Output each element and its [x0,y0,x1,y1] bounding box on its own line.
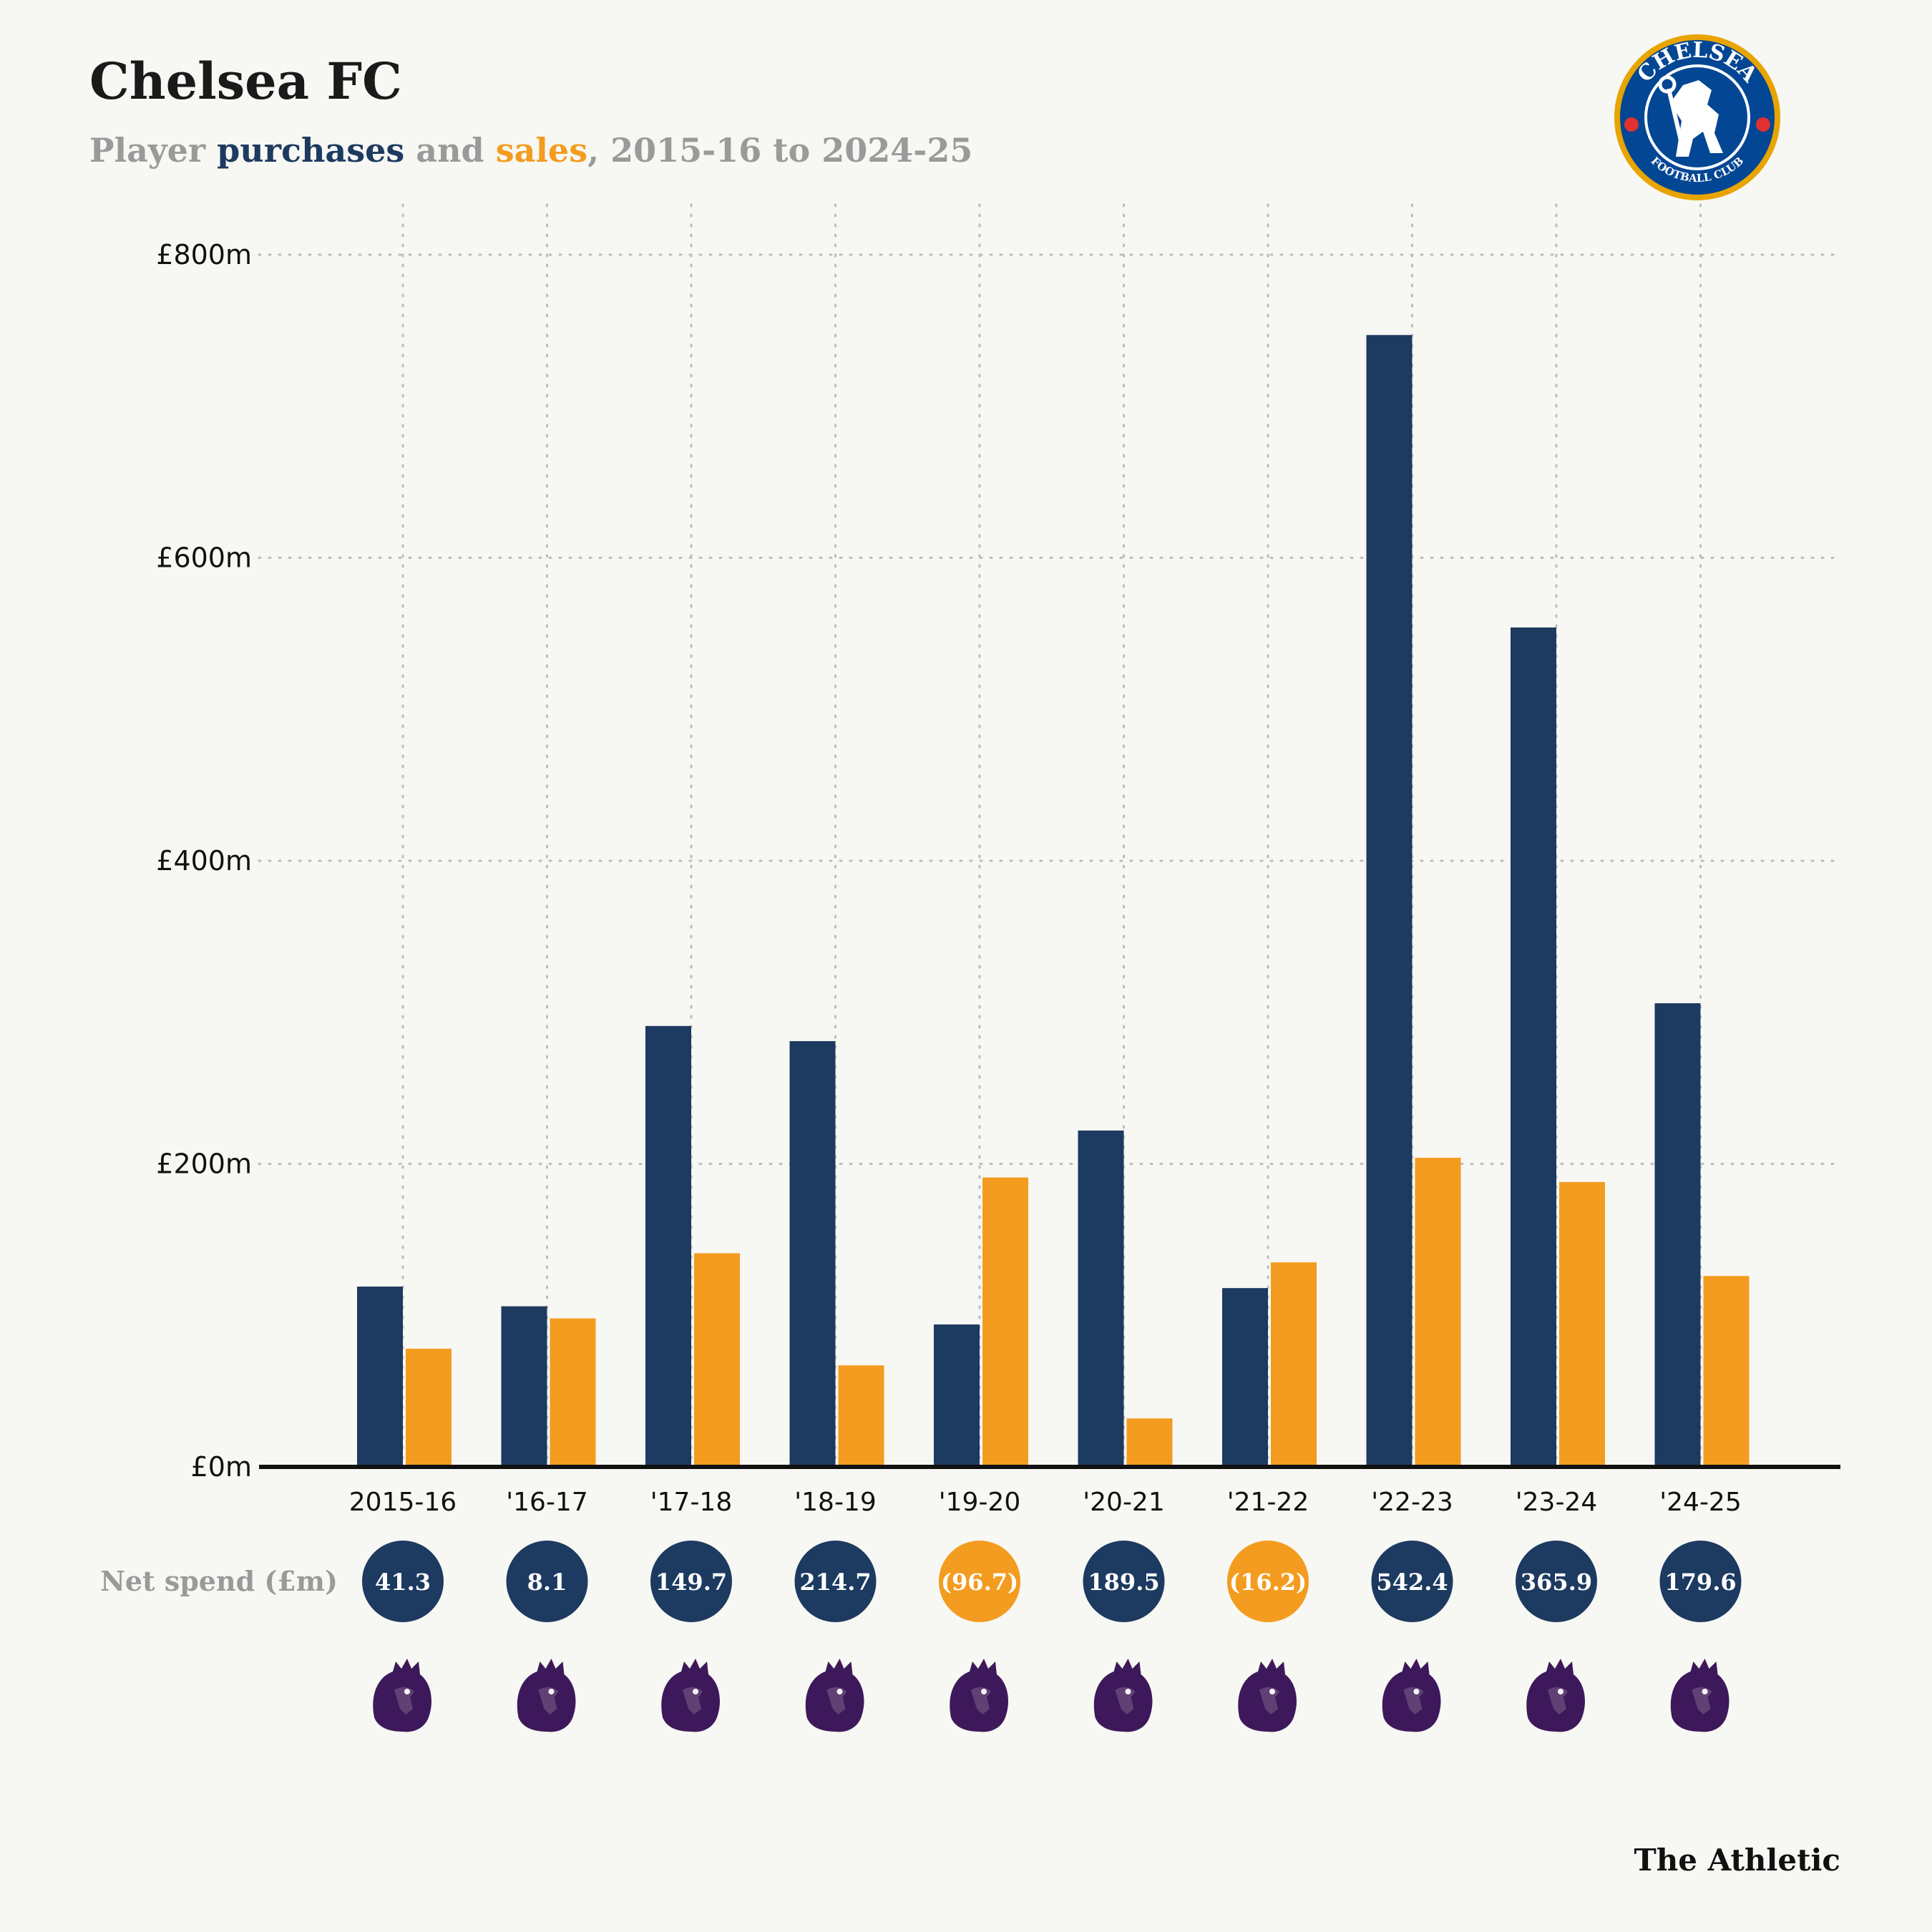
premier-league-lion-icon [1670,1659,1729,1732]
axis-layer: £0m £200m £400m £600m £800m 2015-16 '16-17 '17-… [156,239,1840,1517]
sales-bar [838,1365,884,1467]
net-spend-badge [1227,1541,1309,1622]
purchases-bar [1654,1003,1701,1467]
y-tick-label: £200m [156,1148,252,1180]
purchases-bar [357,1287,403,1467]
bars-layer [357,335,1750,1467]
purchases-bar [789,1040,836,1467]
net-spend-value: 179.6 [1664,1568,1736,1596]
x-tick-label: '23-24 [1516,1488,1598,1517]
subtitle-part-3: and [404,131,495,170]
sales-bar [982,1177,1028,1467]
y-tick-label: £0m [191,1451,252,1483]
sales-bar [1126,1418,1173,1467]
y-tick-label: £600m [156,542,252,574]
purchases-bar [1078,1130,1124,1467]
x-tick-label: 2015-16 [349,1488,457,1517]
subtitle-part-5: , 2015-16 to 2024-25 [587,131,972,170]
net-spend-value: (16.2) [1229,1568,1307,1596]
net-spend-badge [794,1541,877,1622]
net-spend-badge [1371,1541,1453,1622]
purchases-bar [1511,627,1556,1467]
brand-logo: The Athletic [1634,1843,1840,1878]
net-spend-value: (96.7) [941,1568,1018,1596]
sales-bar [1703,1276,1750,1467]
sales-bar [406,1348,452,1467]
y-tick-label: £800m [156,239,252,270]
net-spend-row: 41.3 8.1 149.7 214.7 (96.7) 189.5 (16.2) 542.4 3… [362,1541,1742,1622]
net-spend-badge [939,1541,1020,1622]
net-spend-badge [1083,1541,1165,1622]
x-tick-label: '18-19 [794,1488,877,1517]
premier-league-lion-icon [1238,1659,1297,1732]
x-tick-label: '16-17 [506,1488,588,1517]
net-spend-value: 542.4 [1376,1568,1448,1596]
premier-league-lion-icon [950,1659,1008,1732]
net-spend-badge [362,1541,444,1622]
net-spend-badge [650,1541,732,1622]
purchases-bar [501,1306,547,1467]
x-tick-label: '21-22 [1227,1488,1309,1517]
net-spend-badge [1659,1541,1742,1622]
premier-league-lion-icon [805,1659,864,1732]
net-spend-badge [506,1541,588,1622]
subtitle-part-1: Player [89,131,217,170]
purchases-bar [934,1324,980,1467]
chart-subtitle: Player purchases and sales, 2015-16 to 2… [89,131,972,170]
subtitle-part-purchases: purchases [217,131,404,170]
x-tick-label: '20-21 [1083,1488,1165,1517]
net-spend-value: 149.7 [655,1568,727,1596]
purchases-bar [1366,335,1413,1467]
net-spend-badge [1516,1541,1597,1622]
sales-bar [550,1318,596,1467]
chelsea-crest-icon: CHELSEA FOOTBALL CLUB [1614,34,1780,200]
sales-bar [1271,1262,1317,1467]
league-icons-row [373,1659,1729,1732]
x-tick-label: '19-20 [939,1488,1021,1517]
x-tick-label: '24-25 [1659,1488,1742,1517]
net-spend-value: 189.5 [1088,1568,1159,1596]
x-tick-label: '17-18 [650,1488,733,1517]
x-tick-label: '22-23 [1371,1488,1453,1517]
premier-league-lion-icon [1382,1659,1441,1732]
purchases-bar [645,1025,691,1467]
premier-league-lion-icon [373,1659,431,1732]
y-tick-label: £400m [156,845,252,877]
purchases-bar [1222,1288,1268,1467]
premier-league-lion-icon [1526,1659,1585,1732]
subtitle-part-sales: sales [496,131,587,170]
net-spend-label: Net spend (£m) [100,1565,338,1597]
sales-bar [694,1253,740,1467]
sales-bar [1415,1158,1461,1467]
net-spend-value: 365.9 [1521,1568,1592,1596]
sales-bar [1559,1181,1605,1467]
premier-league-lion-icon [1093,1659,1153,1732]
chart-title: Chelsea FC [89,52,402,111]
net-spend-value: 41.3 [375,1568,431,1596]
premier-league-lion-icon [517,1659,576,1732]
net-spend-value: 214.7 [799,1568,871,1596]
premier-league-lion-icon [661,1659,720,1732]
net-spend-value: 8.1 [527,1568,567,1596]
